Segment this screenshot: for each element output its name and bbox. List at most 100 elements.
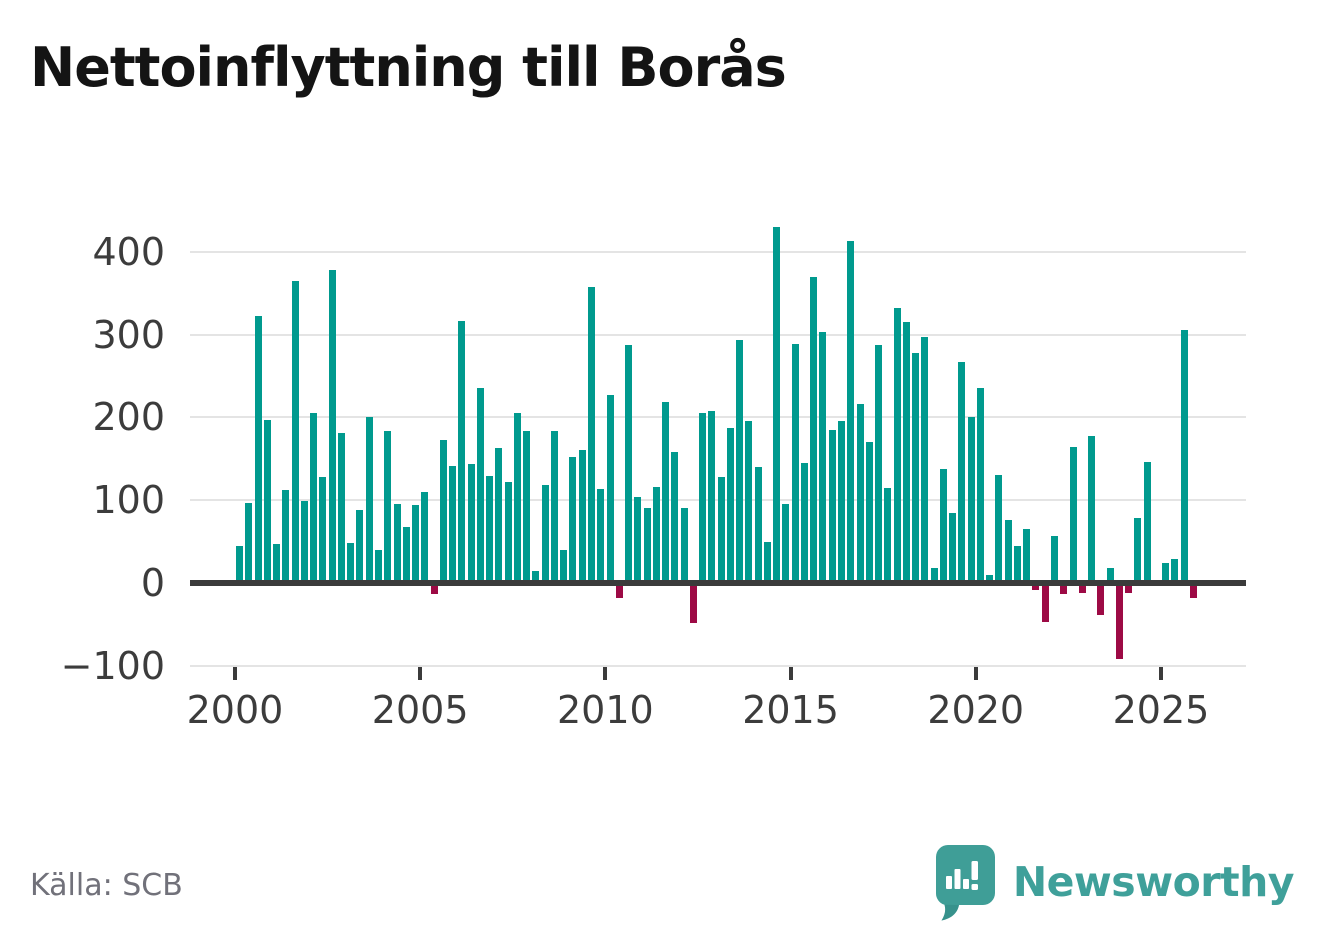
bar-positive bbox=[625, 345, 633, 586]
bar-positive bbox=[967, 417, 975, 586]
bar-positive bbox=[726, 428, 734, 586]
gridline bbox=[190, 250, 1246, 253]
y-axis-tick-label: 300 bbox=[92, 312, 165, 357]
x-axis-tick-label: 2020 bbox=[927, 688, 1025, 732]
bar-positive bbox=[578, 449, 586, 586]
bar-positive bbox=[421, 491, 429, 586]
bar-positive bbox=[282, 490, 290, 586]
bar-positive bbox=[800, 462, 808, 586]
bar-positive bbox=[1162, 563, 1170, 586]
bar-negative bbox=[1060, 586, 1068, 595]
bar-positive bbox=[856, 404, 864, 586]
bar-positive bbox=[717, 477, 725, 586]
bar-positive bbox=[902, 322, 910, 586]
bar-positive bbox=[412, 505, 420, 586]
bar-positive bbox=[791, 343, 799, 586]
x-axis-tick bbox=[603, 667, 608, 680]
bar-positive bbox=[773, 226, 781, 586]
bar-positive bbox=[365, 417, 373, 586]
bar-positive bbox=[736, 340, 744, 586]
bar-positive bbox=[680, 507, 688, 586]
bar-positive bbox=[745, 420, 753, 586]
bar-positive bbox=[958, 361, 966, 586]
newsworthy-icon bbox=[935, 845, 995, 921]
bar-positive bbox=[328, 270, 336, 586]
plot-area: 400 300 200 100 0 −100 2000 2005 2010 2015 2020 202… bbox=[61, 226, 1246, 732]
gridline bbox=[190, 333, 1246, 336]
source-note: Källa: SCB bbox=[30, 868, 183, 903]
bar-positive bbox=[439, 439, 447, 586]
bar-positive bbox=[597, 489, 605, 586]
x-axis-tick-label: 2010 bbox=[557, 688, 654, 732]
bar-positive bbox=[310, 413, 318, 586]
bar-positive bbox=[652, 486, 660, 586]
bar-positive bbox=[930, 568, 938, 586]
y-axis-tick-label: −100 bbox=[60, 643, 165, 688]
x-axis-tick-label: 2000 bbox=[186, 688, 284, 732]
bar-positive bbox=[939, 468, 947, 586]
bar-positive bbox=[1180, 330, 1188, 586]
x-axis-tick bbox=[232, 667, 237, 680]
y-axis-tick-label: 0 bbox=[140, 561, 165, 605]
bar-positive bbox=[810, 276, 818, 586]
gridline bbox=[190, 664, 1246, 667]
x-axis-tick-label: 2025 bbox=[1112, 688, 1210, 732]
bar-positive bbox=[662, 402, 670, 586]
bar-positive bbox=[643, 508, 651, 586]
bar-positive bbox=[708, 410, 716, 586]
bar-positive bbox=[847, 241, 855, 586]
bar-negative bbox=[689, 586, 697, 624]
bar-positive bbox=[569, 457, 577, 586]
bar-positive bbox=[273, 544, 281, 586]
brand-name: Newsworthy bbox=[1012, 858, 1295, 906]
y-axis-tick-label: 200 bbox=[92, 395, 165, 440]
bar-positive bbox=[291, 280, 299, 586]
bar-positive bbox=[1171, 558, 1179, 586]
bar-positive bbox=[1004, 520, 1012, 586]
bar-positive bbox=[782, 504, 790, 586]
bar-positive bbox=[606, 395, 614, 586]
bar-positive bbox=[1013, 545, 1021, 586]
bar-positive bbox=[347, 543, 355, 586]
bar-positive bbox=[486, 476, 494, 586]
bar-positive bbox=[263, 419, 271, 586]
bar-positive bbox=[449, 466, 457, 586]
bar-positive bbox=[356, 510, 364, 586]
y-axis-tick-label: 100 bbox=[92, 478, 165, 523]
brand-logo: Newsworthy bbox=[933, 843, 1295, 921]
bar-positive bbox=[513, 413, 521, 586]
bar-positive bbox=[1134, 518, 1142, 586]
bar-positive bbox=[254, 316, 262, 586]
bar-positive bbox=[467, 463, 475, 586]
bar-positive bbox=[560, 549, 568, 586]
bar-positive bbox=[819, 332, 827, 586]
bar-positive bbox=[763, 541, 771, 586]
bar-positive bbox=[828, 429, 836, 586]
bar-positive bbox=[384, 431, 392, 586]
x-axis-tick bbox=[788, 667, 793, 680]
bar-positive bbox=[1050, 535, 1058, 586]
bar-positive bbox=[754, 467, 762, 586]
bar-positive bbox=[337, 433, 345, 586]
chart-title: Nettoinflyttning till Borås bbox=[30, 36, 787, 99]
bar-negative bbox=[1115, 586, 1123, 659]
bar-positive bbox=[1143, 462, 1151, 586]
bar-positive bbox=[245, 502, 253, 586]
bar-positive bbox=[634, 496, 642, 586]
x-axis-tick-label: 2015 bbox=[742, 688, 839, 732]
bar-positive bbox=[893, 308, 901, 586]
bar-positive bbox=[838, 420, 845, 586]
bar-positive bbox=[476, 387, 484, 586]
bar-positive bbox=[402, 526, 410, 586]
bar-positive bbox=[495, 448, 503, 586]
bar-negative bbox=[615, 586, 623, 599]
bar-positive bbox=[884, 487, 892, 586]
bar-positive bbox=[504, 481, 512, 586]
bar-positive bbox=[949, 512, 957, 586]
bar-negative bbox=[1189, 586, 1197, 598]
bar-positive bbox=[976, 387, 984, 586]
bar-positive bbox=[1069, 447, 1077, 586]
bar-negative bbox=[1041, 586, 1049, 622]
bar-positive bbox=[995, 475, 1003, 586]
bar-positive bbox=[1088, 435, 1096, 586]
